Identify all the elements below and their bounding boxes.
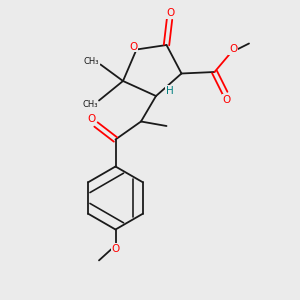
Text: H: H: [166, 85, 173, 96]
Text: CH₃: CH₃: [82, 100, 98, 109]
Text: CH₃: CH₃: [84, 57, 99, 66]
Text: O: O: [129, 41, 138, 52]
Text: O: O: [229, 44, 238, 54]
Text: O: O: [87, 113, 96, 124]
Text: O: O: [222, 94, 231, 105]
Text: O: O: [111, 244, 120, 254]
Text: O: O: [166, 8, 174, 18]
